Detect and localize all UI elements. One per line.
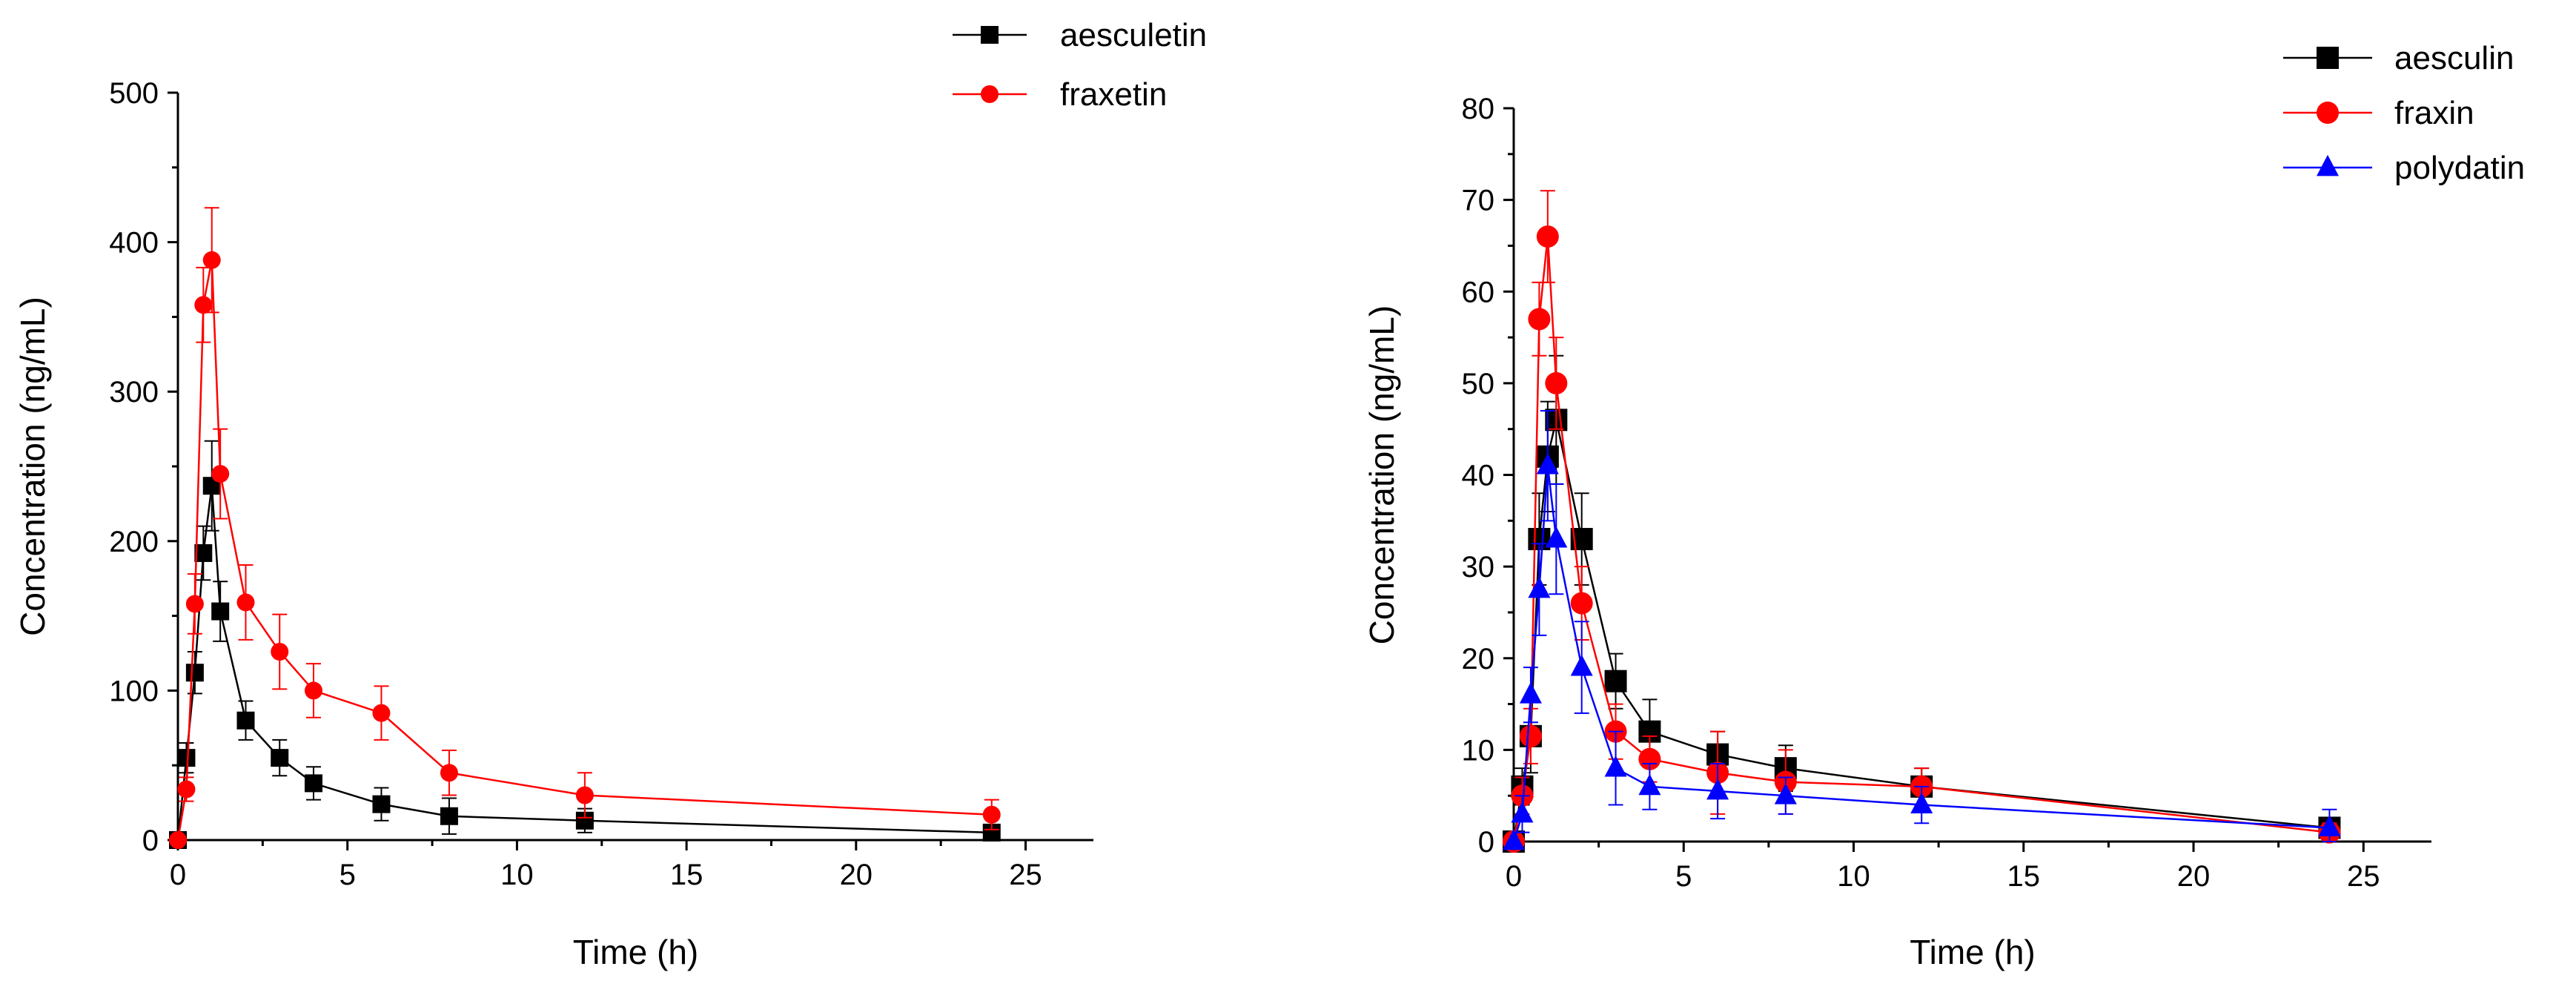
series-fraxin	[1503, 190, 2341, 853]
data-point-polydatin	[1638, 773, 1661, 796]
legend-label-fraxetin: fraxetin	[1060, 76, 1167, 113]
data-point-aesculin	[1604, 670, 1627, 693]
y-tick-label: 70	[1462, 185, 1495, 217]
legend-label-aesculin: aesculin	[2394, 40, 2514, 76]
data-point-fraxetin	[169, 831, 187, 849]
data-point-aesculetin	[211, 602, 230, 621]
x-tick-label: 5	[340, 859, 356, 891]
data-point-polydatin	[1545, 526, 1568, 548]
y-axis-title: Concentration (ng/mL)	[1363, 305, 1401, 645]
data-point-polydatin	[1519, 682, 1542, 704]
data-point-polydatin	[1774, 783, 1797, 804]
data-point-fraxetin	[271, 642, 289, 661]
y-tick-label: 300	[109, 376, 159, 409]
chart-1: 0 5 10 15 20 25 0 100 200 300 400 500 Time (h) Concen…	[13, 17, 1207, 971]
data-point-aesculetin	[185, 664, 204, 682]
data-point-fraxetin	[440, 764, 458, 782]
data-point-fraxetin	[575, 786, 594, 804]
legend-marker-fraxetin	[981, 85, 999, 103]
data-point-polydatin	[1528, 576, 1551, 598]
legend-label-aesculetin: aesculetin	[1060, 17, 1207, 53]
data-point-fraxetin	[194, 296, 213, 314]
x-tick-label: 25	[2347, 860, 2380, 893]
data-point-fraxetin	[177, 780, 196, 799]
data-point-polydatin	[1570, 655, 1593, 676]
data-point-aesculetin	[304, 774, 322, 793]
data-point-fraxetin	[372, 704, 391, 722]
y-tick-label: 60	[1462, 276, 1495, 308]
y-tick-label: 400	[109, 227, 159, 260]
data-point-fraxetin	[304, 681, 322, 700]
data-point-fraxetin	[211, 465, 230, 483]
data-point-fraxetin	[202, 251, 221, 269]
data-point-fraxetin	[236, 593, 255, 612]
data-point-polydatin	[1503, 828, 1525, 850]
legend-marker-aesculetin	[981, 26, 999, 44]
y-tick-label: 50	[1462, 368, 1495, 400]
series-line-fraxin	[1512, 236, 2330, 842]
x-axis-title: Time (h)	[1910, 933, 2036, 971]
x-tick-label: 15	[670, 859, 703, 891]
data-point-aesculetin	[271, 749, 289, 767]
legend-marker-aesculin	[2317, 47, 2339, 69]
data-point-fraxin	[1519, 724, 1542, 747]
y-tick-label: 30	[1462, 551, 1495, 584]
y-tick-label: 40	[1462, 460, 1495, 492]
x-tick-label: 25	[1009, 859, 1042, 891]
data-point-polydatin	[1511, 801, 1534, 823]
legend-label-polydatin: polydatin	[2394, 150, 2525, 186]
series-aesculetin	[169, 440, 1001, 849]
data-point-fraxetin	[982, 805, 1001, 824]
data-point-fraxin	[1638, 747, 1661, 770]
chart-2: 0 5 10 15 20 25 0 10 20 30 40 50 60 70 80 Time (h) Conce…	[1363, 40, 2525, 971]
data-point-fraxetin	[185, 595, 204, 613]
y-tick-label: 10	[1462, 734, 1495, 767]
data-point-polydatin	[1536, 453, 1559, 475]
series-line-fraxetin	[176, 260, 992, 841]
y-tick-label: 200	[109, 526, 159, 558]
x-tick-label: 10	[1837, 860, 1870, 893]
y-tick-label: 100	[109, 675, 159, 707]
data-point-polydatin	[2318, 815, 2341, 836]
x-axis-title: Time (h)	[573, 933, 699, 971]
data-point-polydatin	[1604, 756, 1627, 777]
data-point-polydatin	[1910, 792, 1933, 813]
series-polydatin	[1503, 409, 2341, 850]
x-tick-label: 20	[2177, 860, 2211, 893]
data-point-fraxin	[1536, 225, 1559, 248]
y-axis-title: Concentration (ng/mL)	[13, 297, 52, 636]
data-point-aesculetin	[194, 543, 213, 562]
legend-marker-fraxin	[2317, 102, 2339, 124]
y-tick-label: 0	[142, 824, 159, 857]
x-tick-label: 15	[2007, 860, 2041, 893]
x-tick-label: 0	[170, 859, 186, 891]
legend-marker-polydatin	[2317, 154, 2339, 176]
x-tick-label: 0	[1506, 860, 1522, 893]
data-point-aesculetin	[440, 807, 458, 825]
y-tick-label: 80	[1462, 93, 1495, 125]
data-point-fraxin	[1528, 308, 1551, 331]
x-tick-label: 5	[1675, 860, 1692, 893]
data-point-aesculetin	[177, 749, 196, 767]
data-point-polydatin	[1706, 778, 1729, 800]
data-point-aesculetin	[236, 711, 255, 730]
y-tick-label: 20	[1462, 643, 1495, 675]
y-tick-label: 500	[109, 77, 159, 110]
legend-label-fraxin: fraxin	[2394, 95, 2474, 131]
data-point-fraxin	[1545, 371, 1568, 394]
data-point-aesculetin	[372, 795, 391, 813]
x-tick-label: 10	[500, 859, 534, 891]
x-tick-label: 20	[840, 859, 873, 891]
series-fraxetin	[169, 207, 1001, 849]
y-tick-label: 0	[1478, 826, 1494, 859]
data-point-fraxin	[1570, 592, 1593, 615]
